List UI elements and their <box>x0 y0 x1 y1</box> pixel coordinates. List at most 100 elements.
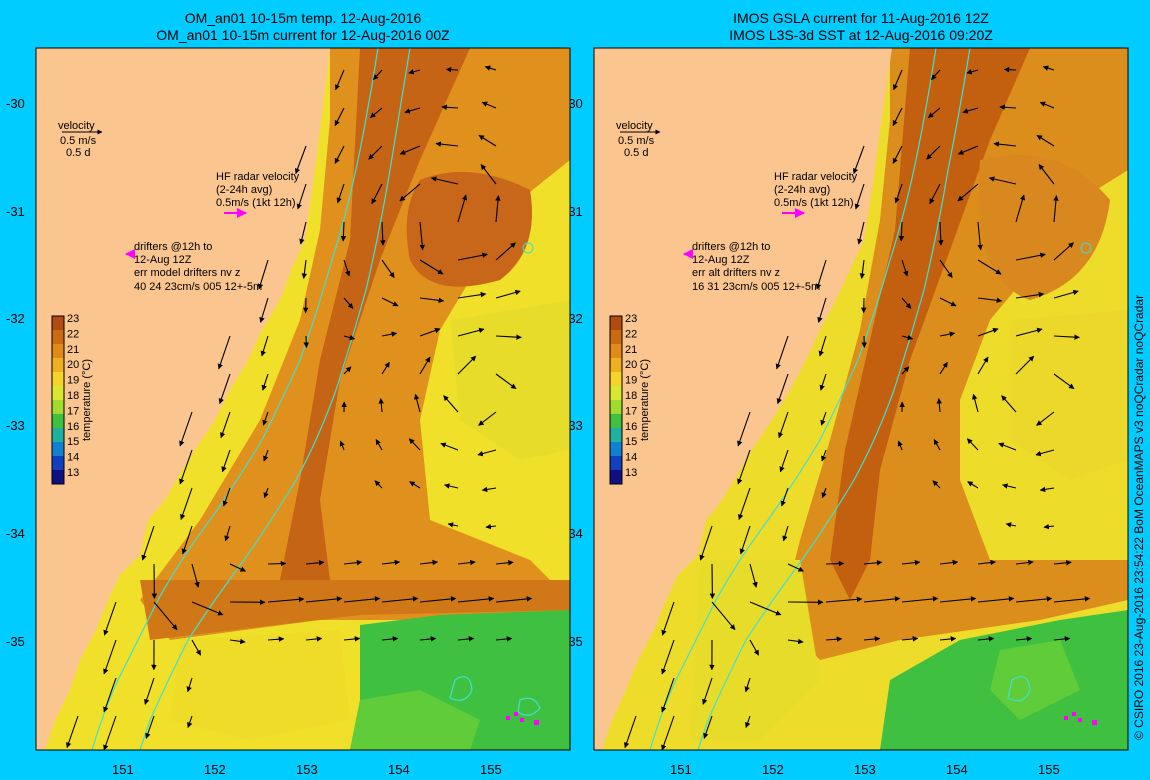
current-arrow <box>267 636 285 642</box>
colorbar-swatch <box>610 358 622 373</box>
current-arrow <box>339 440 345 451</box>
current-arrow <box>381 636 399 642</box>
current-arrow <box>441 104 459 110</box>
right-map-panel: velocity 0.5 m/s 0.5 d HF radar velocity… <box>593 47 1129 751</box>
current-arrow <box>1035 449 1055 457</box>
current-arrows-right <box>624 65 1091 751</box>
lat-tick: -34 <box>6 526 25 541</box>
isobath-loop <box>1080 242 1092 254</box>
colorbar-tick: 13 <box>67 467 79 479</box>
current-arrow <box>103 639 117 675</box>
current-arrow <box>1005 522 1017 528</box>
current-arrow <box>478 134 497 147</box>
current-arrow <box>305 596 343 603</box>
current-arrow <box>369 107 383 119</box>
current-arrow <box>780 487 789 507</box>
colorbar-swatch <box>610 414 622 429</box>
current-arrow <box>435 141 459 147</box>
isobath-2000m <box>697 47 971 751</box>
drifters-label: drifters @12h to <box>692 241 770 253</box>
isobath-loop <box>517 697 541 716</box>
current-arrow <box>738 487 751 521</box>
current-arrow <box>897 440 903 451</box>
current-arrow <box>1003 66 1017 73</box>
current-arrow <box>301 259 308 279</box>
current-arrow <box>661 601 675 636</box>
current-arrow <box>440 442 459 451</box>
velocity-scale: 0.5 m/s <box>60 135 97 147</box>
right-title-line2: IMOS L3S-3d SST at 12-Aug-2016 09:20Z <box>729 27 993 43</box>
current-arrow <box>932 480 941 489</box>
current-arrow <box>153 601 178 631</box>
current-arrow <box>477 449 497 457</box>
current-arrow <box>263 449 269 462</box>
current-arrow <box>939 596 977 603</box>
current-arrow <box>749 563 758 588</box>
current-arrow <box>445 66 459 73</box>
current-arrow <box>745 715 751 729</box>
current-arrow <box>381 331 398 337</box>
current-arrow <box>457 291 487 299</box>
current-arrow <box>988 176 1017 185</box>
current-arrow <box>999 104 1017 110</box>
current-arrow <box>702 677 713 705</box>
lon-tick: 155 <box>480 762 502 777</box>
current-arrow <box>481 101 497 109</box>
current-arrow <box>430 176 459 185</box>
current-arrow <box>187 715 193 729</box>
current-arrow <box>933 439 941 451</box>
current-arrows-left <box>66 65 533 751</box>
current-arrow <box>457 327 485 337</box>
colorbar-tick: 23 <box>625 313 637 325</box>
current-arrow <box>457 636 475 642</box>
current-arrow <box>478 411 497 426</box>
yellow-patch-2 <box>170 630 350 740</box>
current-arrow <box>1036 134 1055 147</box>
current-arrow <box>1053 242 1074 261</box>
lat-tick: -31 <box>6 204 25 219</box>
southern-band <box>140 580 570 640</box>
colorbar-swatch <box>610 316 622 331</box>
current-arrow <box>495 373 517 390</box>
hf-radar-avg: (2-24h avg) <box>774 184 830 196</box>
left-title-line2: OM_an01 10-15m current for 12-Aug-2016 0… <box>156 27 450 43</box>
current-arrow <box>179 449 193 485</box>
current-arrow <box>217 335 231 370</box>
hf-radar-avg: (2-24h avg) <box>216 184 272 196</box>
current-arrow <box>818 335 827 357</box>
current-arrow <box>1036 411 1055 426</box>
current-arrow <box>457 252 488 261</box>
current-arrow <box>484 65 497 71</box>
lat-tick: -33 <box>6 418 25 433</box>
current-arrow <box>1053 373 1075 390</box>
drifters-err-values: 40 24 23cm/s 005 12+-5m <box>134 281 262 293</box>
current-arrow <box>901 559 921 566</box>
drifters-time: 12-Aug 12Z <box>692 254 750 266</box>
lon-tick: 153 <box>854 762 876 777</box>
current-arrow <box>267 560 287 567</box>
current-arrow <box>457 194 468 223</box>
colorbar-tick: 20 <box>625 359 637 371</box>
lon-tick: 152 <box>204 762 226 777</box>
colorbar-tick: 23 <box>67 313 79 325</box>
current-arrow <box>1015 252 1046 261</box>
current-arrow <box>343 596 381 603</box>
colorbar-left: 23 22 21 20 19 18 17 16 15 14 13 temperature (°C) <box>51 313 93 485</box>
colorbar-swatch <box>52 470 64 485</box>
current-arrow <box>901 636 919 642</box>
yellow-patch <box>1010 310 1128 480</box>
current-arrow <box>145 715 155 739</box>
colorbar-swatch <box>610 442 622 457</box>
current-arrow <box>898 221 905 242</box>
velocity-label: velocity <box>58 120 95 132</box>
current-arrow <box>222 487 231 507</box>
velocity-days: 0.5 d <box>624 147 648 159</box>
current-arrow <box>1015 559 1034 566</box>
current-arrow <box>929 183 941 205</box>
current-arrow <box>962 107 979 114</box>
colorbar-tick: 17 <box>67 405 79 417</box>
current-arrow <box>857 221 865 245</box>
drifters-err-header: err model drifters nv z <box>134 267 240 279</box>
current-arrow <box>977 221 983 251</box>
